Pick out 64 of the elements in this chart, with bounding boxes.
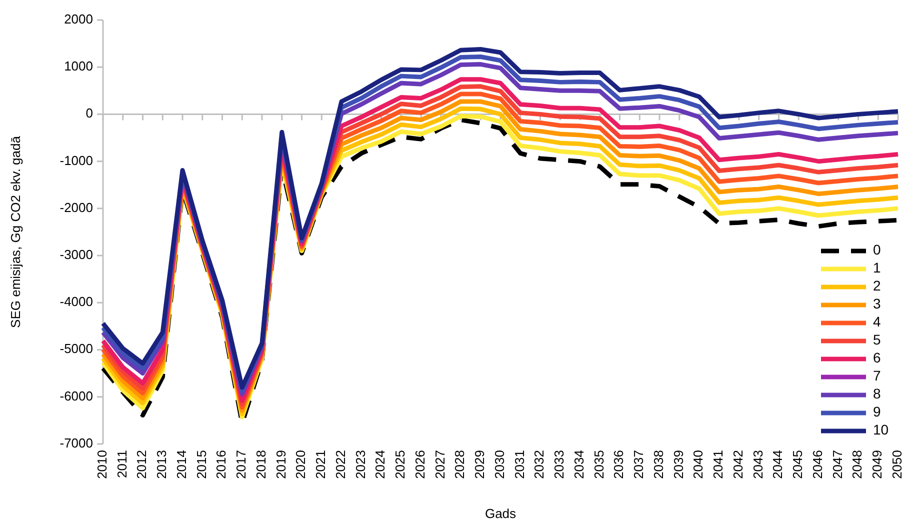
x-tick-label: 2040: [690, 450, 706, 479]
x-tick-label: 2041: [710, 450, 726, 479]
x-tick-label: 2013: [154, 450, 170, 479]
y-tick-label: -4000: [60, 294, 93, 310]
x-tick-label: 2030: [492, 450, 507, 479]
x-tick-label: 2031: [512, 450, 527, 479]
x-tick-label: 2022: [332, 450, 348, 479]
x-tick-label: 2012: [134, 450, 150, 479]
x-tick-label: 2021: [313, 450, 328, 479]
x-tick-label: 2046: [810, 450, 825, 479]
x-tick-label: 2037: [631, 450, 646, 479]
x-tick-label: 2043: [750, 450, 766, 479]
x-tick-label: 2025: [392, 450, 408, 479]
x-tick-label: 2029: [472, 450, 488, 479]
x-tick-label: 2020: [293, 450, 308, 479]
x-tick-label: 2038: [650, 450, 666, 479]
legend-label: 9: [873, 404, 881, 420]
y-tick-label: 2000: [64, 11, 93, 26]
legend-label: 2: [873, 278, 881, 294]
x-tick-label: 2026: [412, 450, 428, 479]
x-tick-label: 2045: [790, 450, 806, 479]
x-tick-label: 2034: [571, 450, 586, 479]
x-tick-label: 2047: [830, 450, 845, 479]
legend-label: 6: [873, 350, 881, 366]
y-axis-title: SEG emisijas, Gg CO2 ekv. gadā: [8, 135, 23, 328]
y-tick-label: -7000: [60, 435, 93, 450]
x-tick-label: 2036: [611, 450, 626, 479]
y-tick-label: 0: [86, 106, 93, 121]
x-tick-label: 2024: [372, 450, 388, 479]
x-tick-label: 2048: [850, 450, 865, 479]
x-tick-label: 2042: [730, 450, 746, 479]
x-tick-label: 2032: [532, 450, 547, 479]
x-tick-label: 2016: [214, 450, 229, 479]
x-tick-label: 2014: [174, 450, 189, 479]
x-tick-label: 2023: [352, 450, 368, 479]
x-tick-label: 2035: [591, 450, 606, 479]
legend-label: 0: [873, 242, 881, 258]
x-tick-label: 2017: [234, 450, 249, 479]
y-tick-label: -1000: [60, 152, 93, 168]
y-tick-label: -6000: [60, 388, 93, 404]
x-tick-label: 2027: [432, 450, 448, 479]
legend-label: 4: [873, 314, 881, 330]
x-tick-label: 2015: [194, 450, 209, 479]
x-tick-label: 2019: [273, 450, 288, 479]
legend-label: 1: [873, 260, 881, 276]
x-axis-title: Gads: [484, 506, 517, 520]
x-tick-label: 2010: [94, 450, 110, 479]
y-tick-label: 1000: [64, 58, 93, 74]
legend-label: 5: [873, 332, 881, 348]
legend-label: 10: [873, 422, 889, 438]
x-tick-label: 2018: [253, 450, 268, 479]
y-tick-label: -2000: [60, 200, 93, 215]
x-tick-label: 2039: [670, 450, 686, 479]
x-tick-label: 2028: [452, 450, 468, 479]
y-tick-label: -5000: [60, 341, 93, 356]
legend-label: 7: [873, 368, 881, 384]
x-tick-label: 2050: [889, 450, 904, 479]
x-tick-label: 2049: [870, 450, 885, 479]
x-tick-label: 2044: [770, 450, 786, 479]
legend-label: 8: [873, 386, 881, 402]
x-tick-label: 2033: [552, 450, 567, 479]
legend-label: 3: [873, 296, 881, 312]
y-tick-label: -3000: [60, 246, 93, 262]
x-tick-label: 2011: [114, 450, 130, 478]
